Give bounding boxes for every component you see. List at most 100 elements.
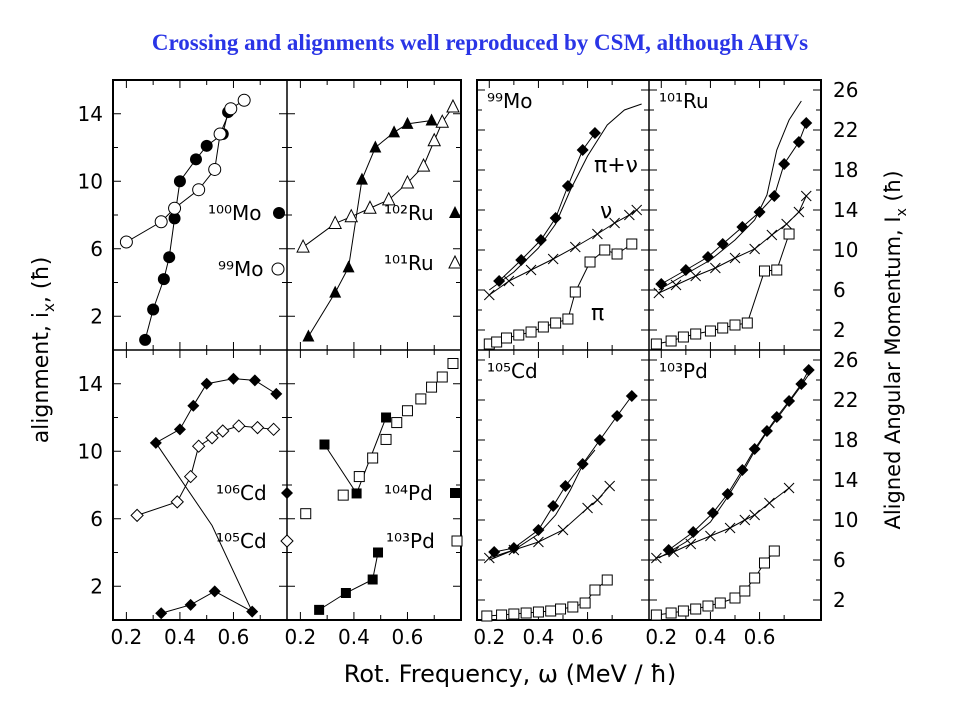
panel-bottom-mid bbox=[287, 350, 461, 620]
data-point bbox=[503, 275, 515, 287]
nucleus-label: ¹⁰¹Ru bbox=[659, 89, 709, 113]
data-point bbox=[520, 607, 532, 619]
legend-marker bbox=[448, 254, 462, 269]
data-point bbox=[569, 241, 581, 253]
data-point bbox=[795, 378, 808, 390]
data-point bbox=[446, 98, 460, 113]
data-point bbox=[513, 329, 525, 341]
data-point bbox=[714, 597, 726, 609]
series-line bbox=[661, 122, 807, 285]
data-point bbox=[232, 419, 246, 433]
data-point bbox=[760, 425, 773, 437]
data-point bbox=[766, 229, 778, 241]
data-point bbox=[736, 221, 749, 233]
legend-label: ⁹⁹Mo bbox=[218, 257, 264, 281]
legend-label: ¹⁰³Pd bbox=[386, 529, 435, 553]
data-point bbox=[187, 399, 200, 412]
data-point bbox=[119, 235, 133, 249]
data-point bbox=[380, 433, 392, 445]
y-tick-label: 18 bbox=[833, 428, 858, 452]
data-point bbox=[704, 325, 716, 337]
data-point bbox=[749, 243, 761, 255]
data-point bbox=[670, 279, 682, 291]
data-point bbox=[508, 544, 520, 556]
data-point bbox=[213, 127, 227, 141]
data-point bbox=[391, 417, 403, 429]
data-point bbox=[508, 608, 520, 620]
data-point bbox=[802, 364, 815, 376]
left-y-axis-label: alignment, ix, (ħ) bbox=[29, 257, 58, 444]
data-point bbox=[302, 329, 315, 342]
data-point bbox=[435, 114, 450, 128]
data-point bbox=[576, 458, 589, 470]
data-point bbox=[270, 387, 283, 400]
legend-label: ¹⁰⁵Cd bbox=[216, 529, 267, 553]
data-point bbox=[739, 514, 751, 526]
data-point bbox=[748, 443, 761, 455]
data-point bbox=[545, 605, 557, 617]
data-point bbox=[588, 127, 601, 139]
x-tick-label: 0.6 bbox=[218, 625, 250, 649]
data-point bbox=[677, 605, 689, 617]
legend-marker bbox=[451, 535, 463, 547]
nucleus-label: ⁹⁹Mo bbox=[487, 89, 533, 113]
data-point bbox=[367, 574, 378, 585]
panel-bottom-right-a: ¹⁰⁵Cd bbox=[477, 350, 649, 622]
data-point bbox=[515, 254, 528, 266]
data-point bbox=[604, 480, 616, 492]
data-point bbox=[653, 287, 665, 299]
slide-title: Crossing and alignments well reproduced … bbox=[151, 30, 809, 55]
data-point bbox=[764, 497, 775, 509]
data-point bbox=[687, 526, 700, 538]
data-point bbox=[168, 212, 181, 225]
data-point bbox=[224, 102, 238, 116]
data-point bbox=[584, 256, 596, 268]
data-point bbox=[525, 264, 537, 276]
x-tick-label: 0.2 bbox=[473, 625, 505, 649]
data-point bbox=[611, 410, 624, 422]
data-point bbox=[768, 545, 780, 557]
data-point bbox=[559, 480, 572, 492]
data-point bbox=[416, 157, 431, 172]
data-point bbox=[192, 183, 206, 197]
series-line bbox=[302, 106, 454, 248]
legend-label: ¹⁰⁰Mo bbox=[208, 201, 262, 225]
data-point bbox=[248, 374, 261, 387]
model-curve bbox=[489, 449, 596, 561]
data-point bbox=[685, 538, 697, 550]
data-point bbox=[500, 332, 512, 344]
data-point bbox=[770, 411, 783, 423]
data-point bbox=[130, 508, 144, 523]
series-line bbox=[161, 590, 253, 614]
y-tick-label: 18 bbox=[833, 158, 858, 182]
panel-top-right-a: ⁹⁹Mo bbox=[477, 80, 649, 350]
data-point bbox=[665, 335, 677, 347]
data-point bbox=[550, 317, 562, 329]
data-point bbox=[537, 321, 549, 333]
y-tick-label: 10 bbox=[833, 508, 858, 532]
data-point bbox=[753, 206, 766, 218]
annotation-nu: ν bbox=[600, 199, 612, 224]
data-point bbox=[739, 585, 751, 597]
data-point bbox=[483, 552, 495, 564]
data-point bbox=[741, 317, 753, 329]
data-point bbox=[381, 412, 392, 423]
data-point bbox=[200, 139, 213, 152]
data-point bbox=[736, 464, 749, 476]
data-point bbox=[388, 125, 401, 138]
annotation-pi-nu: π+ν bbox=[594, 153, 638, 178]
data-point bbox=[749, 509, 761, 521]
data-point bbox=[340, 588, 351, 598]
data-point bbox=[758, 557, 770, 569]
panel-top-mid bbox=[287, 80, 461, 350]
data-point bbox=[237, 93, 251, 107]
series-line bbox=[144, 111, 229, 341]
data-point bbox=[724, 522, 736, 534]
data-point bbox=[690, 328, 702, 340]
data-point bbox=[651, 552, 662, 564]
data-point bbox=[611, 248, 623, 260]
data-point bbox=[369, 140, 382, 153]
data-point bbox=[599, 244, 611, 256]
data-point bbox=[300, 508, 312, 520]
